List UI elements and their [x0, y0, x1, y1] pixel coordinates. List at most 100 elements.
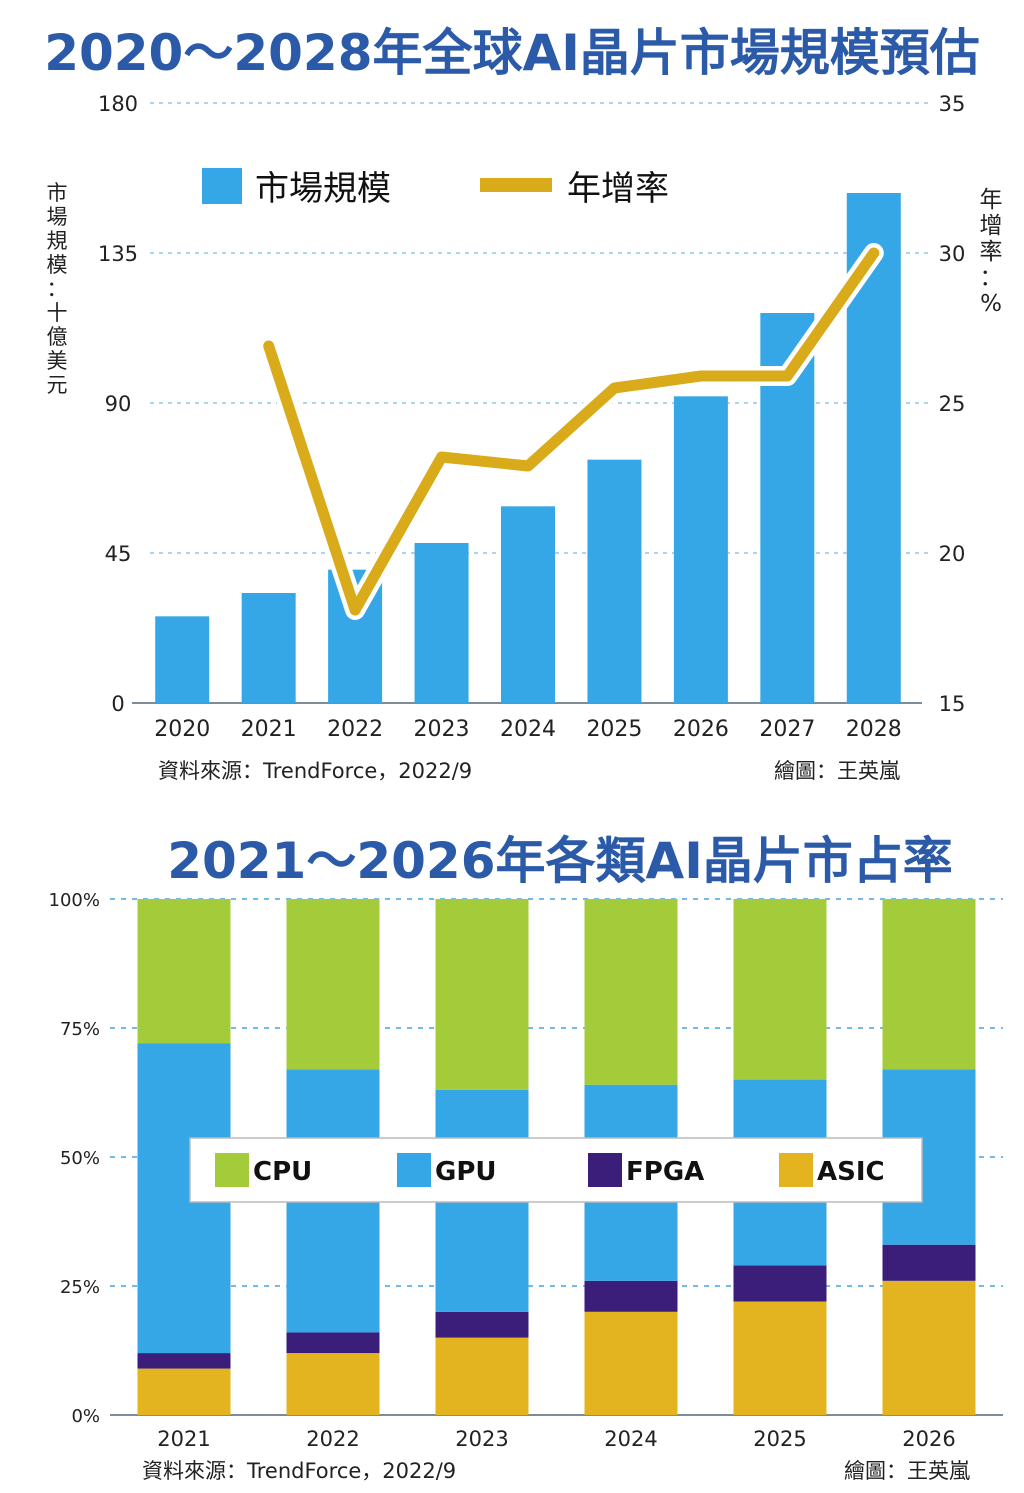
bar-2021 [241, 593, 296, 703]
bar-fpga-2023 [435, 1311, 529, 1338]
x-tick-label: 2020 [154, 717, 210, 742]
legend-swatch-market-size [202, 168, 242, 204]
bar-asic-2026 [882, 1280, 976, 1415]
y-tick-label: 0 [111, 692, 124, 716]
y2-label-char: 率 [980, 239, 1003, 265]
y-label-char: 規 [47, 229, 68, 253]
legend: CPU GPU FPGA ASIC [189, 1137, 923, 1203]
bar-2024 [501, 506, 555, 703]
chart-title: 2020～2028年全球AI晶片市場規模預估 [44, 24, 980, 82]
y2-tick-label: 25 [939, 392, 966, 416]
legend-label-cpu: CPU [253, 1157, 312, 1187]
y-label-char: 元 [47, 373, 68, 397]
y-label-char: 模 [47, 253, 68, 277]
bar-series [155, 193, 901, 703]
x-tick-label: 2025 [753, 1427, 806, 1451]
y2-tick-label: 15 [939, 692, 966, 716]
legend-label-asic: ASIC [817, 1157, 885, 1187]
chart-title: 2021～2026年各類AI晶片市占率 [167, 832, 953, 890]
bar-2020 [155, 616, 210, 703]
bar-cpu-2021 [137, 899, 231, 1044]
y-tick-label: 25% [60, 1277, 100, 1298]
y2-axis-ticks: 15 20 25 30 35 [939, 92, 966, 716]
y2-tick-label: 30 [939, 242, 966, 266]
market-share-chart: 2021～2026年各類AI晶片市占率 0% 25% 50% 75% 100% 2021… [49, 832, 1003, 1483]
x-tick-label: 2024 [604, 1427, 657, 1451]
y2-axis-label: 年增率：% [980, 187, 1003, 317]
line-series [258, 243, 884, 620]
y-label-char: ： [47, 277, 68, 301]
x-tick-label: 2021 [157, 1427, 210, 1451]
bar-asic-2024 [584, 1311, 678, 1415]
x-tick-label: 2025 [586, 717, 642, 742]
bar-asic-2022 [286, 1353, 380, 1415]
bar-cpu-2026 [882, 899, 976, 1070]
y2-tick-label: 35 [939, 92, 966, 116]
y-label-char: 美 [47, 349, 68, 373]
y-label-char: 億 [47, 325, 68, 349]
x-tick-label: 2022 [327, 717, 383, 742]
x-tick-label: 2027 [759, 717, 815, 742]
y-tick-label: 45 [105, 542, 132, 566]
legend-swatch-asic [779, 1153, 813, 1187]
y-label-char: 場 [47, 205, 68, 229]
x-tick-label: 2023 [414, 717, 470, 742]
bar-2026 [673, 396, 728, 703]
legend-label-gpu: GPU [435, 1157, 497, 1187]
y-axis-ticks: 0% 25% 50% 75% 100% [49, 890, 100, 1427]
y2-label-char: 增 [980, 213, 1003, 239]
source-note: 資料來源：TrendForce，2022/9 [142, 1459, 456, 1483]
legend-swatch-cpu [215, 1153, 249, 1187]
bar-2023 [414, 543, 469, 703]
credit-note: 繪圖：王英嵐 [774, 759, 900, 783]
x-axis-ticks: 2020 2021 2022 2023 2024 2025 2026 2027 2028 [154, 717, 902, 742]
legend-swatch-gpu [397, 1153, 431, 1187]
bar-asic-2025 [733, 1301, 827, 1415]
legend-swatch-fpga [588, 1153, 622, 1187]
y-tick-label: 75% [60, 1019, 100, 1040]
bar-fpga-2021 [137, 1353, 231, 1369]
y2-label-char: % [980, 291, 1002, 317]
credit-note: 繪圖：王英嵐 [844, 1459, 970, 1483]
x-tick-label: 2028 [846, 717, 902, 742]
legend-label-growth: 年增率 [567, 169, 669, 209]
x-tick-label: 2021 [241, 717, 297, 742]
bar-2025 [587, 459, 642, 703]
y-tick-label: 180 [98, 92, 138, 116]
bar-cpu-2025 [733, 899, 827, 1080]
x-axis-ticks: 2021 2022 2023 2024 2025 2026 [157, 1427, 955, 1451]
y2-tick-label: 20 [939, 542, 966, 566]
gridlines [110, 898, 1003, 1416]
x-tick-label: 2022 [306, 1427, 359, 1451]
y-tick-label: 100% [49, 890, 100, 911]
x-tick-label: 2023 [455, 1427, 508, 1451]
y-axis-ticks: 0 45 90 135 180 [98, 92, 138, 716]
y-tick-label: 90 [105, 392, 132, 416]
legend: 市場規模 年增率 [202, 168, 669, 209]
bar-asic-2021 [137, 1368, 231, 1415]
y-label-char: 十 [47, 301, 68, 325]
bar-cpu-2024 [584, 899, 678, 1085]
bar-asic-2023 [435, 1337, 529, 1415]
bar-cpu-2023 [435, 899, 529, 1090]
growth-line [263, 247, 880, 616]
y-label-char: 市 [47, 181, 68, 205]
x-tick-label: 2026 [902, 1427, 955, 1451]
bar-fpga-2024 [584, 1280, 678, 1312]
source-note: 資料來源：TrendForce，2022/9 [158, 759, 472, 783]
y2-label-char: 年 [980, 187, 1003, 213]
bar-cpu-2022 [286, 899, 380, 1070]
y-tick-label: 135 [98, 242, 138, 266]
bar-fpga-2026 [882, 1244, 976, 1281]
x-tick-label: 2026 [673, 717, 729, 742]
bar-fpga-2025 [733, 1265, 827, 1302]
legend-swatch-growth [480, 178, 552, 192]
bar-fpga-2022 [286, 1332, 380, 1354]
y-tick-label: 50% [60, 1148, 100, 1169]
y2-label-char: ： [980, 265, 1003, 291]
legend-label-market-size: 市場規模 [255, 169, 391, 209]
y-tick-label: 0% [71, 1406, 100, 1427]
